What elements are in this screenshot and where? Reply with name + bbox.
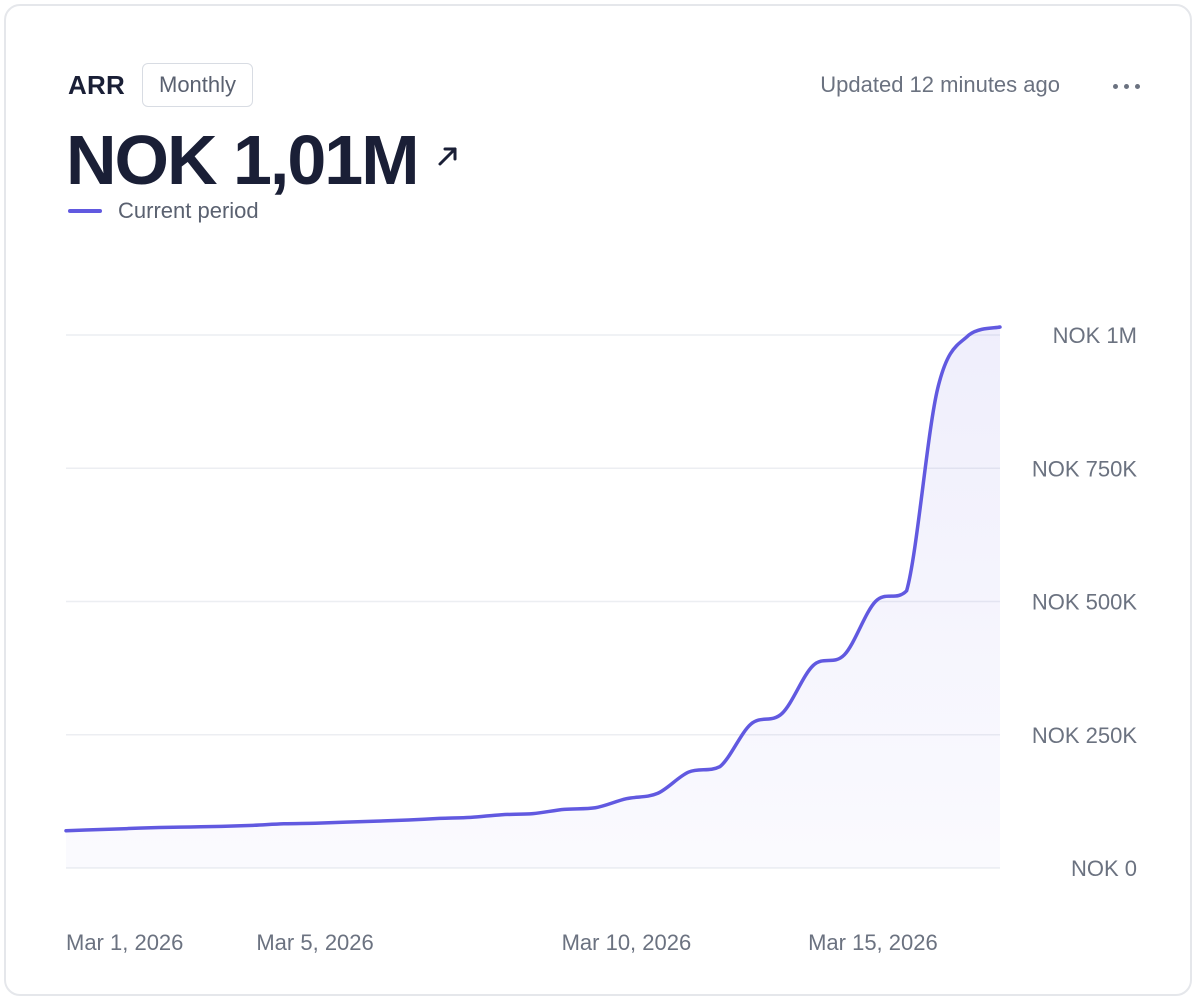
y-tick-label: NOK 500K	[1032, 590, 1137, 615]
more-horizontal-icon	[1112, 83, 1118, 89]
updated-timestamp: Updated 12 minutes ago	[820, 72, 1060, 97]
period-selector-button[interactable]: Monthly	[142, 63, 254, 107]
chart-legend: Current period	[68, 198, 259, 224]
y-tick-label: NOK 1M	[1053, 323, 1137, 348]
headline-value: NOK 1,01M	[66, 121, 420, 199]
series-area	[66, 327, 1000, 868]
legend-label: Current period	[118, 198, 259, 223]
x-tick-label: Mar 5, 2026	[256, 930, 373, 955]
x-tick-label: Mar 15, 2026	[808, 930, 938, 955]
y-tick-label: NOK 0	[1071, 856, 1137, 881]
x-tick-label: Mar 10, 2026	[562, 930, 692, 955]
y-tick-label: NOK 250K	[1032, 723, 1137, 748]
more-options-button[interactable]	[1104, 66, 1148, 106]
arrow-up-right-icon	[438, 147, 457, 166]
metric-title: ARR	[68, 70, 125, 100]
legend-swatch	[68, 209, 102, 213]
series-line	[64, 325, 1002, 833]
y-tick-label: NOK 750K	[1032, 456, 1137, 481]
x-tick-label: Mar 1, 2026	[66, 930, 183, 955]
